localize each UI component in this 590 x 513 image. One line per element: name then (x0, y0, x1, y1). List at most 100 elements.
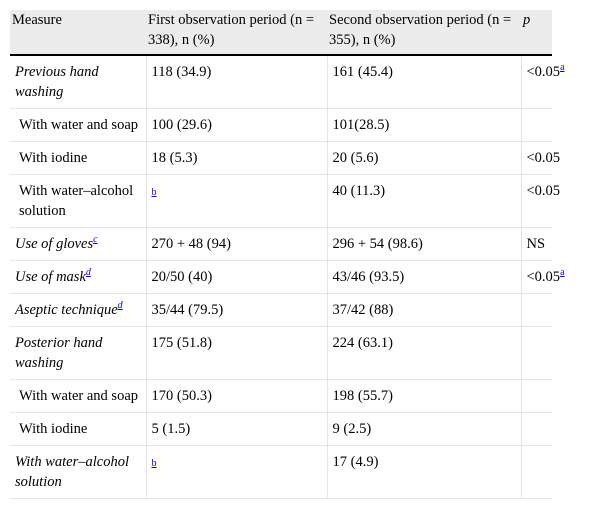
p-value-text: <0.05 (526, 64, 561, 80)
row-label: Posterior hand washing (10, 326, 147, 380)
p-value-text: NS (526, 236, 546, 252)
second-period-value: 224 (63.1) (327, 326, 522, 380)
first-period-value: 100 (29.6) (146, 108, 328, 142)
p-value-footnote: a (560, 59, 564, 73)
footnote-link[interactable]: d (85, 267, 91, 278)
row-label-text: Aseptic technique (15, 302, 118, 318)
p-value (521, 326, 552, 380)
p-value: <0.05 (521, 174, 560, 228)
second-period-value: 20 (5.6) (327, 141, 522, 175)
table-row: With iodine 18 (5.3) 20 (5.6) <0.05 (10, 141, 560, 175)
first-period-value: b (146, 174, 328, 228)
row-label: Use of glovesc (10, 227, 147, 261)
p-value (521, 108, 552, 142)
second-period-value: 9 (2.5) (327, 412, 522, 446)
table-row: Previous hand washing 118 (34.9) 161 (45.4… (10, 55, 565, 109)
table-row: Use of maskd 20/50 (40) 43/46 (93.5) <0.05a (10, 260, 565, 294)
p-value: <0.05 (521, 141, 560, 175)
header-row: Measure First observation period (n = 33… (10, 10, 552, 56)
row-label-text: Use of gloves (15, 236, 94, 252)
header-first-period: First observation period (n = 338), n (%… (146, 10, 327, 56)
footnote-link[interactable]: c (93, 234, 98, 245)
row-label-text: With water–alcohol solution (15, 454, 129, 490)
p-value-text: <0.05 (526, 183, 561, 199)
row-label: With iodine (10, 141, 147, 175)
p-value (521, 293, 552, 327)
first-period-value: b (146, 445, 328, 499)
first-period-footnote: b (152, 184, 157, 198)
first-period-value: 5 (1.5) (146, 412, 328, 446)
p-value: NS (521, 227, 552, 261)
first-period-value: 35/44 (79.5) (146, 293, 328, 327)
p-value-footnote: a (560, 264, 564, 278)
p-value (521, 379, 552, 413)
second-period-value: 198 (55.7) (327, 379, 522, 413)
second-period-value: 296 + 54 (98.6) (327, 227, 522, 261)
table-row: Posterior hand washing 175 (51.8) 224 (63.… (10, 326, 552, 380)
second-period-value: 101(28.5) (327, 108, 522, 142)
row-label-text: With water and soap (19, 117, 139, 133)
first-period-value: 270 + 48 (94) (146, 227, 328, 261)
table-row: With water–alcohol solution b 40 (11.3) <0.… (10, 174, 560, 228)
second-period-value: 17 (4.9) (327, 445, 522, 499)
first-period-text: 20/50 (40) (151, 269, 213, 285)
footnote-link[interactable]: b (151, 458, 157, 469)
first-period-text: 35/44 (79.5) (151, 302, 224, 318)
table-row: With water and soap 170 (50.3) 198 (55.7) (10, 379, 552, 413)
second-period-value: 43/46 (93.5) (327, 260, 522, 294)
first-period-value: 18 (5.3) (146, 141, 328, 175)
row-label: With iodine (10, 412, 147, 446)
footnote-link[interactable]: d (117, 300, 123, 311)
row-label-text: Posterior hand washing (15, 335, 103, 371)
p-value: <0.05a (521, 260, 565, 294)
p-value-text: <0.05 (526, 150, 561, 166)
row-label: With water–alcohol solution (10, 445, 147, 499)
first-period-footnote: b (152, 455, 157, 469)
row-label-text: Previous hand washing (15, 64, 99, 100)
p-value-text: <0.05 (526, 269, 561, 285)
first-period-value: 175 (51.8) (146, 326, 328, 380)
label-footnote: c (93, 231, 97, 245)
row-label-text: With water and soap (19, 388, 139, 404)
hand-hygiene-table: Measure First observation period (n = 33… (10, 10, 565, 499)
table-row: Use of glovesc 270 + 48 (94) 296 + 54 (98.… (10, 227, 552, 261)
footnote-link[interactable]: a (560, 267, 565, 278)
p-value: <0.05a (521, 55, 565, 109)
first-period-text: 175 (51.8) (151, 335, 212, 351)
second-period-value: 161 (45.4) (327, 55, 522, 109)
first-period-text: 270 + 48 (94) (151, 236, 231, 252)
first-period-text: 18 (5.3) (151, 150, 198, 166)
table-row: Aseptic techniqued 35/44 (79.5) 37/42 (88) (10, 293, 552, 327)
p-value (521, 412, 552, 446)
row-label: Previous hand washing (10, 55, 147, 109)
header-p-value: p (521, 10, 552, 56)
row-label: With water and soap (10, 379, 147, 413)
row-label-text: Use of mask (15, 269, 86, 285)
first-period-text: 5 (1.5) (151, 421, 191, 437)
table-row: With iodine 5 (1.5) 9 (2.5) (10, 412, 552, 446)
first-period-value: 20/50 (40) (146, 260, 328, 294)
table-container: Measure First observation period (n = 33… (10, 10, 565, 499)
row-label: With water–alcohol solution (10, 174, 147, 228)
row-label: Aseptic techniqued (10, 293, 147, 327)
label-footnote: d (86, 264, 91, 278)
table-row: With water and soap 100 (29.6) 101(28.5) (10, 108, 552, 142)
table-row: With water–alcohol solution b 17 (4.9) (10, 445, 552, 499)
p-value (521, 445, 552, 499)
footnote-link[interactable]: a (560, 62, 565, 73)
first-period-text: 100 (29.6) (151, 117, 212, 133)
first-period-value: 170 (50.3) (146, 379, 328, 413)
footnote-link[interactable]: b (151, 187, 157, 198)
row-label: With water and soap (10, 108, 147, 142)
label-footnote: d (118, 297, 123, 311)
row-label-text: With water–alcohol solution (19, 183, 134, 219)
row-label-text: With iodine (19, 150, 88, 166)
first-period-value: 118 (34.9) (146, 55, 328, 109)
second-period-value: 40 (11.3) (327, 174, 522, 228)
header-measure: Measure (10, 10, 146, 56)
row-label-text: With iodine (19, 421, 88, 437)
second-period-value: 37/42 (88) (327, 293, 522, 327)
first-period-text: 118 (34.9) (151, 64, 212, 80)
header-second-period: Second observation period (n = 355), n (… (327, 10, 521, 56)
first-period-text: 170 (50.3) (151, 388, 212, 404)
